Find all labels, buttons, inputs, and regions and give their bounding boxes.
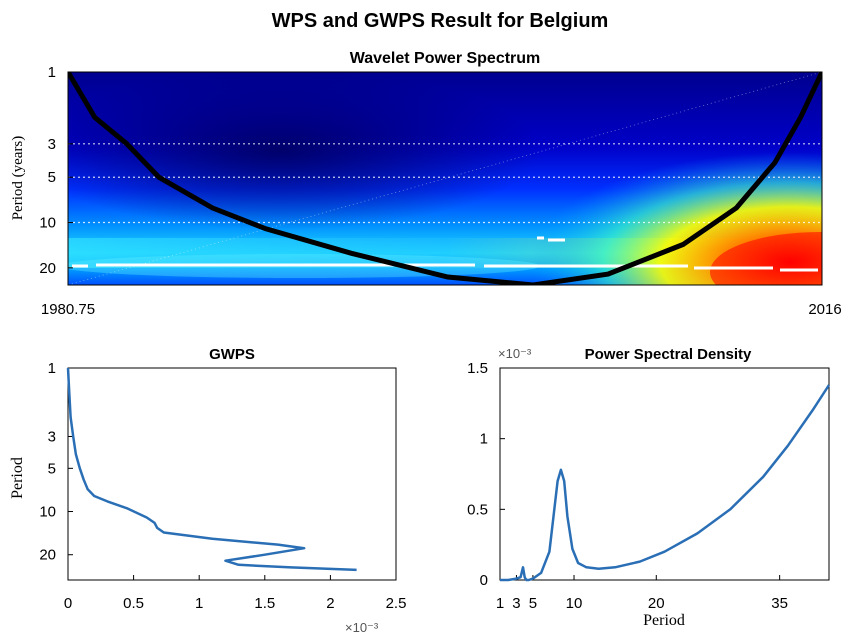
gwps-y-tick-label: 3 [48,428,56,445]
gwps-x-tick-label: 2 [326,595,334,612]
psd-x-tick-label: 20 [648,595,665,612]
wps-x-tick-end: 2016 [808,301,841,318]
wps-grid [68,143,822,224]
psd-y-tick-label: 1.5 [467,360,488,377]
cone-of-influence [68,72,822,285]
psd-x-axis: 1 3 5 10 20 35 [496,575,788,612]
gwps-x-tick-label: 0.5 [123,595,144,612]
gwps-x-axis: 0 0.5 1 1.5 2 2.5 [64,575,407,612]
psd-axes-box [499,367,830,581]
gwps-axes-box [67,367,397,581]
wps-x-tick-start: 1980.75 [41,301,95,318]
psd-x-tick-label: 5 [529,595,537,612]
psd-x-tick-label: 10 [566,595,583,612]
wps-y-tick-label: 20 [39,260,56,277]
psd-title: Power Spectral Density [585,346,752,363]
gwps-panel: GWPS 1 3 5 10 20 0 0.5 1 1.5 2 2.5 Period ×10⁻³ [9,346,406,635]
gwps-title: GWPS [209,346,255,363]
figure-title: WPS and GWPS Result for Belgium [272,10,609,32]
wps-heatmap [68,72,822,285]
wps-y-tick-label: 10 [39,215,56,232]
psd-x-tick-label: 3 [512,595,520,612]
wps-y-tick-label: 1 [48,64,56,81]
wps-y-tick-label: 3 [48,136,56,153]
gwps-y-tick-label: 1 [48,360,56,377]
psd-x-tick-label: 35 [771,595,788,612]
wps-y-tick-label: 5 [48,169,56,186]
wps-title: Wavelet Power Spectrum [350,50,541,67]
psd-y-tick-label: 1 [480,431,488,448]
psd-x-axis-label: Period [643,612,685,629]
gwps-y-axis: 1 3 5 10 20 [39,360,73,564]
psd-series-line [500,384,831,582]
psd-x-tick-label: 1 [496,595,504,612]
gwps-series-line [66,367,357,572]
gwps-y-tick-label: 20 [39,547,56,564]
wps-y-axis-label: Period (years) [10,136,26,221]
wps-axes-box [67,71,823,286]
gwps-x-multiplier: ×10⁻³ [345,620,379,635]
gwps-y-tick-label: 10 [39,504,56,521]
psd-y-tick-label: 0.5 [467,501,488,518]
gwps-y-tick-label: 5 [48,460,56,477]
wps-ridge-segments [72,236,818,272]
psd-y-multiplier: ×10⁻³ [498,346,532,361]
gwps-x-tick-label: 1.5 [254,595,275,612]
gwps-x-tick-label: 0 [64,595,72,612]
wps-y-axis: 1 3 5 10 20 [39,64,73,277]
gwps-x-tick-label: 2.5 [386,595,407,612]
psd-y-tick-label: 0 [480,572,488,589]
gwps-y-axis-label: Period [9,457,26,499]
psd-y-axis: 0 0.5 1 1.5 [467,360,505,589]
wavelet-power-spectrum-panel: Wavelet Power Spectrum [10,50,842,318]
gwps-x-tick-label: 1 [195,595,203,612]
